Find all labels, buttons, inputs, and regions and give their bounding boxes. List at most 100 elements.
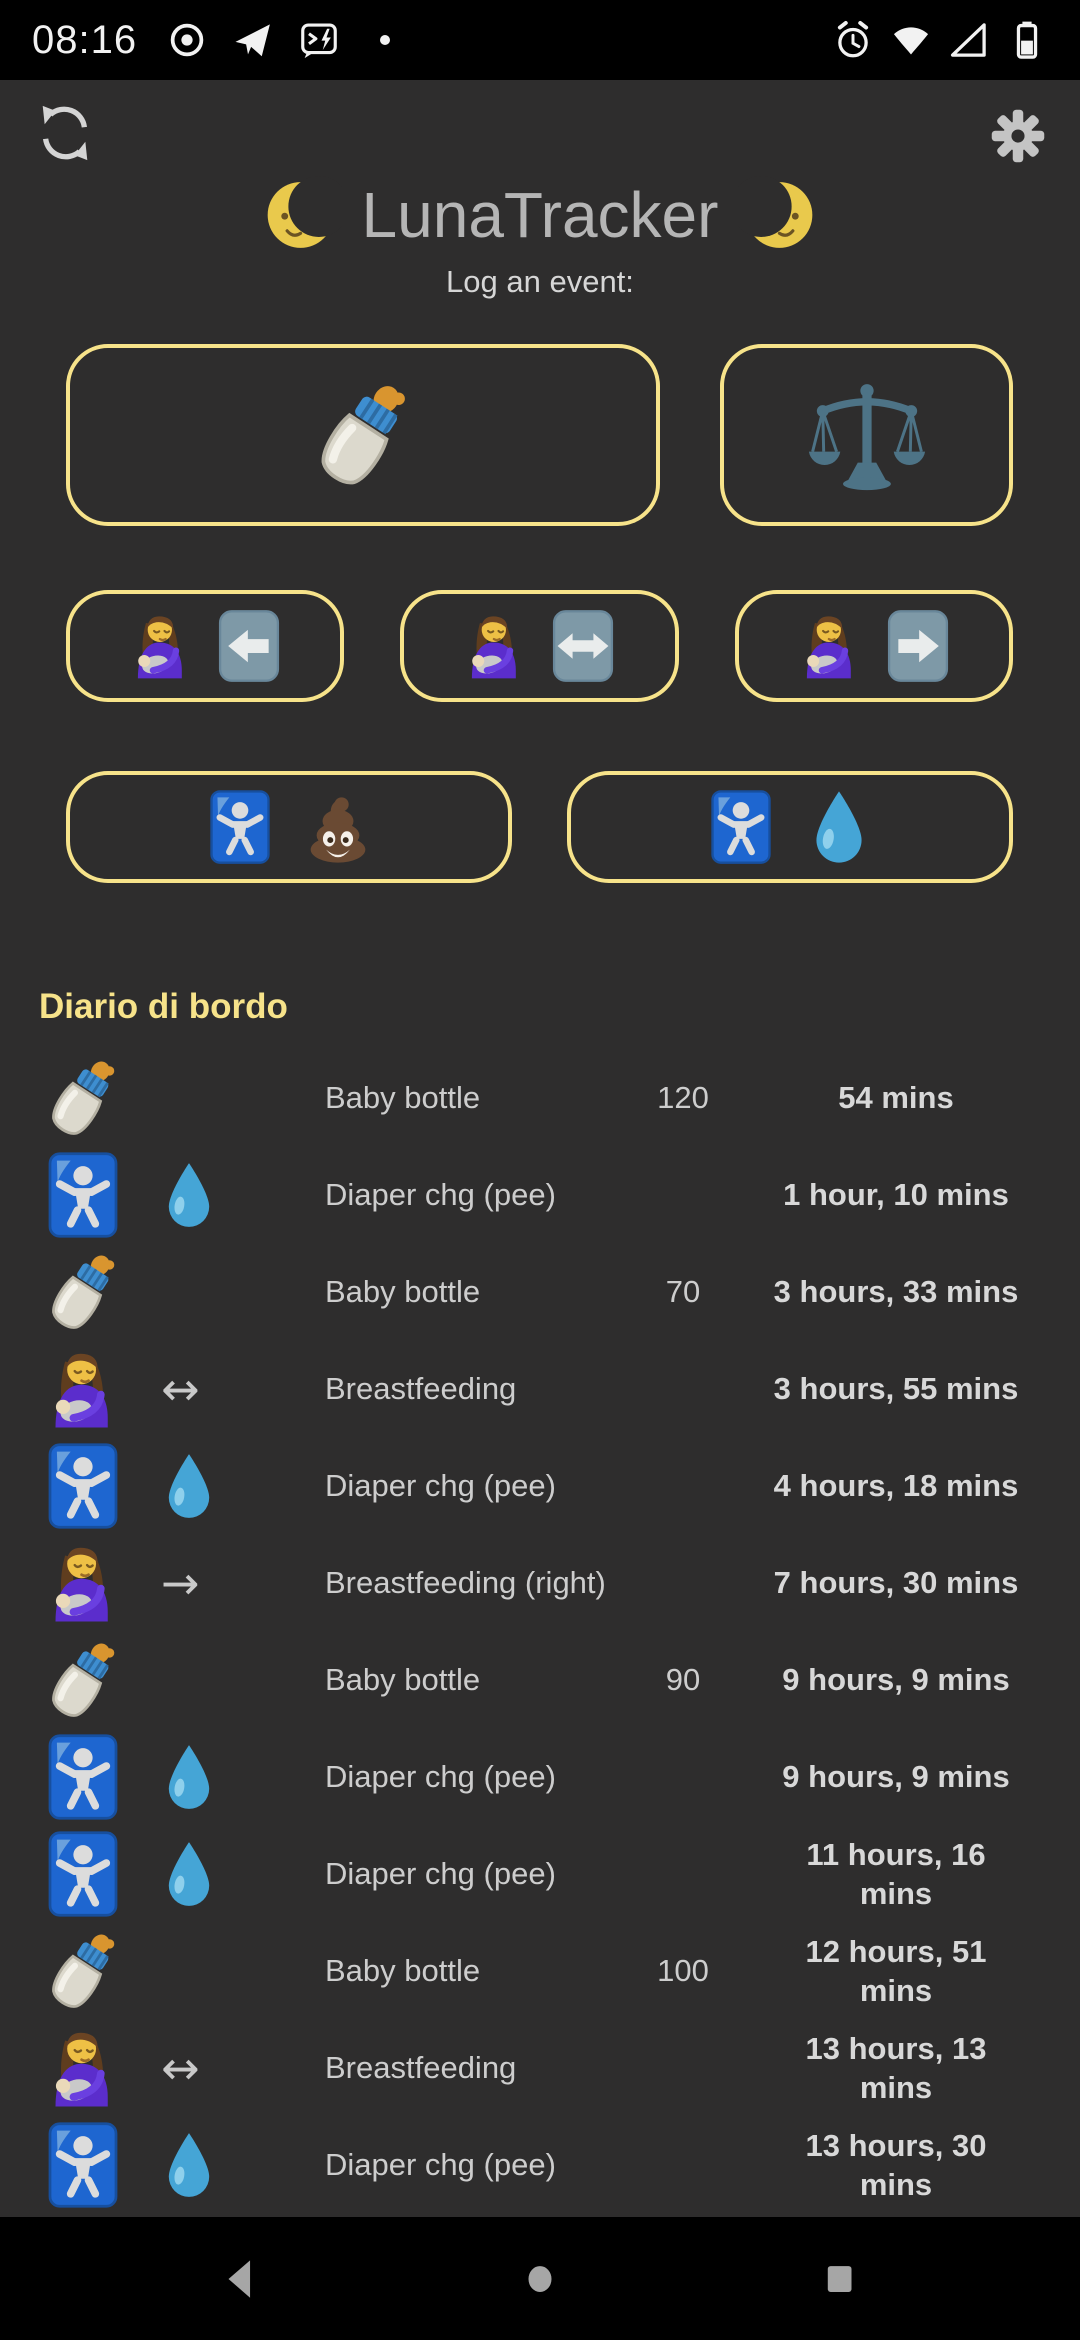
log-entry-elapsed-time: 12 hours, 51 mins <box>805 1933 987 2008</box>
gear-icon <box>990 108 1046 164</box>
log-entry-elapsed-time: 9 hours, 9 mins <box>782 1759 1010 1794</box>
nav-home-button[interactable] <box>517 2256 563 2302</box>
right-side-arrow: → <box>161 1555 200 1610</box>
log-entry-row[interactable]: Baby bottle 120 54 mins <box>39 1049 1041 1146</box>
arrow-both-btn-icon <box>546 609 620 683</box>
record-icon <box>167 20 207 60</box>
log-entry-elapsed-time: 4 hours, 18 mins <box>773 1468 1019 1503</box>
bottle-icon <box>39 1636 127 1724</box>
event-button-row <box>66 771 1013 883</box>
poo-icon <box>300 789 376 865</box>
log-entry-type-icon <box>39 1248 155 1336</box>
log-entry-type-icon <box>39 1927 155 2015</box>
arrow-right-btn-icon <box>881 609 955 683</box>
log-entry-elapsed-time: 11 hours, 16 mins <box>806 1836 986 1911</box>
wifi-icon <box>890 19 932 61</box>
log-entry-elapsed-time: 3 hours, 55 mins <box>773 1371 1019 1406</box>
log-entry-quantity: 120 <box>657 1079 709 1115</box>
log-entry-elapsed-time: 1 hour, 10 mins <box>783 1177 1009 1212</box>
bottle-icon <box>39 1927 127 2015</box>
log-entry-row[interactable]: Diaper chg (pee) 13 hours, 30 mins <box>39 2116 1041 2213</box>
log-entry-type-icon <box>39 1539 155 1627</box>
settings-button[interactable] <box>990 108 1046 164</box>
log-entry-row[interactable]: Diaper chg (pee) 4 hours, 18 mins <box>39 1437 1041 1534</box>
log-event-subtitle: Log an event: <box>446 264 634 299</box>
log-entry-type-icon <box>39 1830 155 1918</box>
breastfeeding-icon <box>39 2024 127 2112</box>
log-entry-detail-icon <box>155 1153 325 1237</box>
app-title-row: LunaTracker <box>0 176 1080 254</box>
log-entry-row[interactable]: Diaper chg (pee) 11 hours, 16 mins <box>39 1825 1041 1922</box>
log-entry-detail-icon <box>155 1444 325 1528</box>
log-entry-type-icon <box>39 1054 155 1142</box>
log-entry-detail-icon <box>155 1832 325 1916</box>
log-entry-type-icon <box>39 1733 155 1821</box>
log-entry-type-icon <box>39 2121 155 2209</box>
log-bottle-button[interactable] <box>66 344 661 526</box>
scale-icon <box>808 376 926 494</box>
log-entry-label: Diaper chg (pee) <box>325 1758 556 1794</box>
log-entry-row[interactable]: ↔ Breastfeeding 3 hours, 55 mins <box>39 1340 1041 1437</box>
status-notification-icons <box>167 20 405 60</box>
log-diaper-poo-button[interactable] <box>66 771 512 883</box>
log-entry-label: Baby bottle <box>325 1952 481 1988</box>
breastfeeding-icon <box>39 1539 127 1627</box>
log-entry-detail-icon: → <box>155 1556 325 1610</box>
log-entry-type-icon <box>39 1442 155 1530</box>
log-entry-type-icon <box>39 2024 155 2112</box>
log-entry-type-icon <box>39 1345 155 1433</box>
log-entry-label: Breastfeeding <box>325 1370 517 1406</box>
log-entry-elapsed-time: 9 hours, 9 mins <box>782 1662 1010 1697</box>
bottle-icon <box>304 376 422 494</box>
droplet-icon <box>155 1735 223 1819</box>
log-entry-row[interactable]: → Breastfeeding (right) 7 hours, 30 mins <box>39 1534 1041 1631</box>
log-breastfeeding-left-button[interactable] <box>66 590 345 702</box>
log-entry-label: Breastfeeding (right) <box>325 1564 606 1600</box>
logbook-title: Diario di bordo <box>39 987 288 1026</box>
log-entry-quantity: 70 <box>665 1273 701 1309</box>
battery-icon <box>1006 19 1048 61</box>
log-entry-row[interactable]: Baby bottle 70 3 hours, 33 mins <box>39 1243 1041 1340</box>
bottle-icon <box>39 1054 127 1142</box>
baby-sign-icon <box>39 2121 127 2209</box>
both-sides-arrow: ↔ <box>161 1361 200 1416</box>
log-entry-row[interactable]: Diaper chg (pee) 1 hour, 10 mins <box>39 1146 1041 1243</box>
breastfeeding-icon <box>39 1345 127 1433</box>
event-button-row <box>66 344 1013 526</box>
nav-recents-button[interactable] <box>817 2256 863 2302</box>
log-entry-label: Baby bottle <box>325 1273 481 1309</box>
log-entry-row[interactable]: Diaper chg (pee) 9 hours, 9 mins <box>39 1728 1041 1825</box>
alarm-icon <box>832 19 874 61</box>
both-sides-arrow: ↔ <box>161 2040 200 2095</box>
log-entry-detail-icon: ↔ <box>155 1362 325 1416</box>
log-entry-label: Breastfeeding <box>325 2049 517 2085</box>
log-entry-label: Baby bottle <box>325 1079 481 1115</box>
log-breastfeeding-both-button[interactable] <box>400 590 679 702</box>
log-entry-detail-icon <box>155 2123 325 2207</box>
moon-left-icon <box>264 176 342 254</box>
log-entry-row[interactable]: Baby bottle 90 9 hours, 9 mins <box>39 1631 1041 1728</box>
telegram-icon <box>233 20 273 60</box>
nav-home-icon <box>517 2256 563 2302</box>
log-diaper-pee-button[interactable] <box>567 771 1013 883</box>
event-buttons <box>0 344 1080 883</box>
baby-sign-icon <box>39 1151 127 1239</box>
log-entry-quantity: 100 <box>657 1952 709 1988</box>
breastfeeding-icon <box>124 609 198 683</box>
nav-back-button[interactable] <box>217 2256 263 2302</box>
status-time: 08:16 <box>32 17 138 62</box>
log-entry-row[interactable]: Baby bottle 100 12 hours, 51 mins <box>39 1922 1041 2019</box>
log-entry-label: Diaper chg (pee) <box>325 1176 556 1212</box>
baby-sign-icon <box>39 1733 127 1821</box>
log-entry-label: Diaper chg (pee) <box>325 2146 556 2182</box>
log-breastfeeding-right-button[interactable] <box>734 590 1013 702</box>
log-entry-elapsed-time: 13 hours, 13 mins <box>805 2030 987 2105</box>
log-entry-row[interactable]: ↔ Breastfeeding 13 hours, 13 mins <box>39 2019 1041 2116</box>
page-title: LunaTracker <box>361 179 719 251</box>
sync-button[interactable] <box>34 102 96 164</box>
log-entry-detail-icon <box>155 1735 325 1819</box>
log-weight-button[interactable] <box>720 344 1013 526</box>
android-nav-bar <box>0 2217 1080 2340</box>
breastfeeding-icon <box>793 609 867 683</box>
sync-icon <box>34 102 96 164</box>
